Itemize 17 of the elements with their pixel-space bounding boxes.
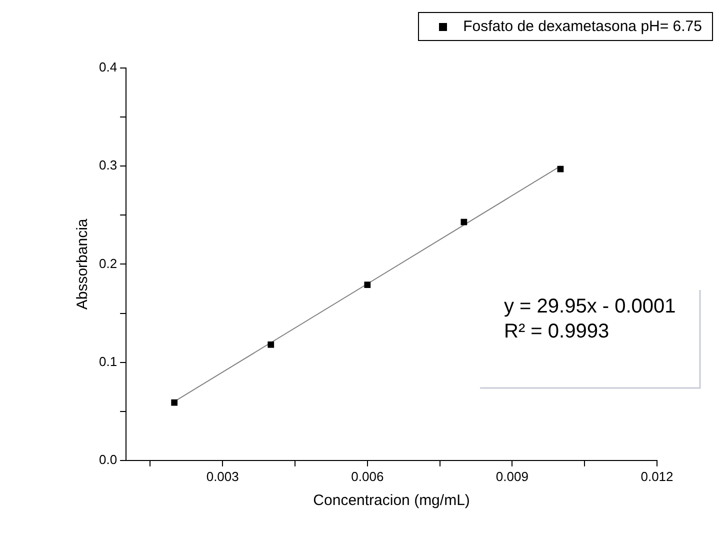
- x-tick-label: 0.003: [206, 468, 239, 484]
- x-tick-label: 0.006: [351, 468, 384, 484]
- y-tick-label: 0.0: [98, 452, 118, 467]
- point: [171, 399, 178, 406]
- annotation: y = 29.95x - 0.0001: [504, 296, 676, 318]
- y-tick-label: 0.2: [98, 256, 118, 271]
- x-axis-title: Concentracion (mg/mL): [313, 492, 470, 510]
- y-axis-title: Abssorbancia: [74, 218, 92, 310]
- annotation: R² = 0.9993: [504, 320, 610, 343]
- point: [268, 341, 274, 348]
- x-tick-label: 0.012: [640, 468, 674, 484]
- point: [364, 282, 371, 288]
- y-tick-label: 0.3: [98, 158, 118, 173]
- legend-label: Fosfato de dexametasona pH= 6.75: [463, 18, 702, 35]
- y-tick-label: 0.1: [98, 354, 118, 369]
- y-tick-label: 0.4: [98, 60, 118, 75]
- x-tick-label: 0.009: [496, 468, 528, 484]
